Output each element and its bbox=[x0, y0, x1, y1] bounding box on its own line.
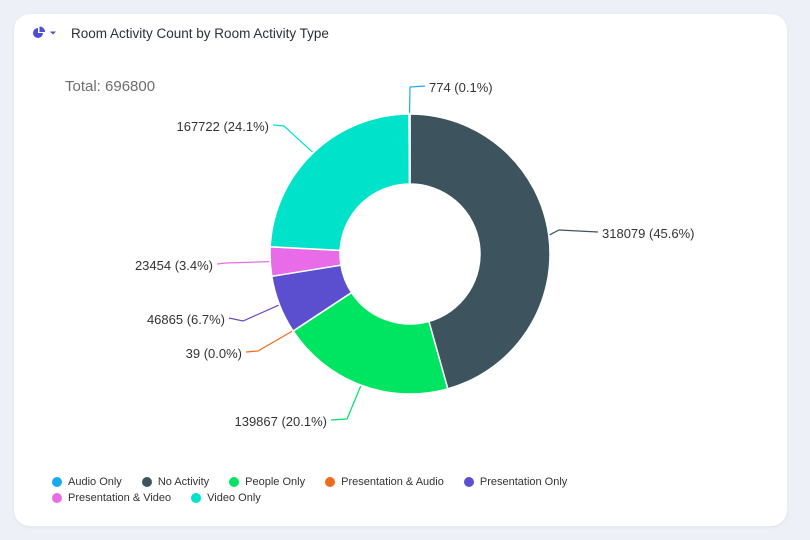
chart-header: Room Activity Count by Room Activity Typ… bbox=[32, 24, 329, 42]
caret-down-icon bbox=[50, 31, 56, 35]
chart-card: Room Activity Count by Room Activity Typ… bbox=[14, 14, 787, 526]
total-label: Total: 696800 bbox=[65, 78, 156, 95]
data-label-presentation-and-video: 23454 (3.4%) bbox=[135, 258, 213, 273]
leader-line-audio-only bbox=[408, 85, 426, 114]
legend-item-presentation-and-audio[interactable]: Presentation & Audio bbox=[325, 476, 444, 488]
legend-item-video-only[interactable]: Video Only bbox=[191, 492, 261, 504]
legend-dot bbox=[463, 477, 474, 487]
slice-people-only[interactable] bbox=[292, 291, 449, 395]
legend-item-audio-only[interactable]: Audio Only bbox=[52, 476, 122, 488]
legend-dot bbox=[325, 477, 336, 487]
data-label-presentation-only: 46865 (6.7%) bbox=[147, 312, 225, 327]
chart-title: Room Activity Count by Room Activity Typ… bbox=[71, 25, 329, 41]
legend-dot bbox=[141, 477, 152, 487]
data-label-video-only: 167722 (24.1%) bbox=[176, 119, 269, 134]
leader-line-presentation-and-audio bbox=[245, 330, 293, 353]
legend-label: Audio Only bbox=[68, 476, 122, 488]
legend-item-no-activity[interactable]: No Activity bbox=[141, 476, 210, 488]
legend-row: Presentation & Video Video Only bbox=[52, 490, 672, 506]
data-label-no-activity: 318079 (45.6%) bbox=[602, 226, 695, 241]
slice-audio-only[interactable] bbox=[408, 113, 411, 185]
legend-row: Audio Only No Activity People Only Presenta… bbox=[52, 474, 672, 490]
slice-no-activity[interactable] bbox=[409, 113, 551, 390]
legend-item-people-only[interactable]: People Only bbox=[229, 476, 305, 488]
legend-label: Presentation & Audio bbox=[341, 476, 444, 488]
data-label-audio-only: 774 (0.1%) bbox=[429, 80, 493, 95]
legend-dot bbox=[52, 493, 62, 503]
legend-label: No Activity bbox=[157, 476, 210, 488]
pie-chart-icon bbox=[33, 26, 45, 38]
data-label-people-only: 139867 (20.1%) bbox=[234, 414, 327, 429]
leader-line-presentation-only bbox=[228, 304, 279, 322]
legend-dot bbox=[191, 493, 202, 503]
legend-dot bbox=[52, 477, 62, 487]
legend-item-presentation-only[interactable]: Presentation Only bbox=[463, 476, 568, 488]
legend-item-presentation-and-video[interactable]: Presentation & Video bbox=[52, 492, 171, 504]
leader-line-video-only bbox=[272, 124, 313, 153]
leader-line-presentation-and-video bbox=[216, 261, 270, 265]
data-label-presentation-and-audio: 39 (0.0%) bbox=[186, 346, 242, 361]
donut-chart: 318079 (45.6%) 139867 (20.1%) 39 (0.0%) 468… bbox=[135, 80, 695, 429]
slice-video-only[interactable] bbox=[269, 113, 411, 252]
chart-type-dropdown[interactable] bbox=[32, 26, 57, 40]
leader-line-no-activity bbox=[549, 229, 599, 236]
legend-label: Video Only bbox=[207, 492, 261, 504]
chart-legend: Audio Only No Activity People Only Presenta… bbox=[52, 474, 672, 506]
leader-line-people-only bbox=[330, 385, 362, 421]
legend-label: People Only bbox=[245, 476, 306, 488]
legend-dot bbox=[229, 477, 240, 487]
legend-label: Presentation & Video bbox=[68, 492, 172, 504]
legend-label: Presentation Only bbox=[479, 476, 568, 488]
